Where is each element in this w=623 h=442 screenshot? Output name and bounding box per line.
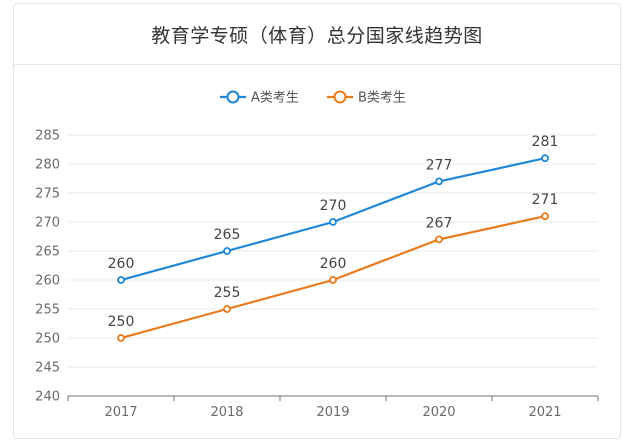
legend-label: A类考生: [251, 91, 299, 106]
axes: [67, 395, 599, 401]
data-label: 250: [108, 314, 135, 330]
data-point[interactable]: [117, 334, 125, 342]
y-tick-label: 285: [35, 129, 60, 144]
y-tick-label: 260: [35, 274, 60, 289]
x-tick-label: 2019: [316, 405, 349, 420]
data-point[interactable]: [541, 212, 549, 221]
x-axis-tick-labels: 2017 2018 2019 2020 2021: [104, 405, 561, 420]
y-tick-label: 255: [35, 303, 60, 318]
legend-item-1[interactable]: A类考生: [220, 90, 299, 106]
x-tick-label: 2020: [422, 405, 455, 420]
title-bar: 教育学专硕（体育）总分国家线趋势图: [14, 4, 620, 65]
legend-label: B类考生: [358, 91, 406, 106]
data-point[interactable]: [223, 247, 231, 255]
y-tick-label: 240: [35, 390, 60, 405]
legend[interactable]: A类考生 B类考生: [220, 90, 406, 106]
y-axis-tick-labels: 240 245 250 255 260 265 270 275 280 285: [35, 129, 60, 405]
chart-title: 教育学专硕（体育）总分国家线趋势图: [151, 24, 483, 47]
y-tick-label: 265: [35, 245, 60, 260]
y-tick-label: 280: [35, 158, 60, 173]
data-point[interactable]: [541, 154, 549, 163]
data-label: 260: [320, 256, 347, 272]
data-label: 265: [214, 227, 241, 243]
x-tick-label: 2021: [528, 405, 561, 420]
data-label: 267: [426, 215, 453, 231]
grid-lines: [68, 134, 598, 368]
y-tick-label: 245: [35, 361, 60, 376]
legend-marker-icon: [226, 90, 240, 104]
data-point[interactable]: [435, 235, 443, 244]
y-tick-label: 270: [35, 216, 60, 231]
data-point[interactable]: [329, 218, 337, 226]
y-tick-label: 275: [35, 187, 60, 202]
data-point[interactable]: [435, 177, 443, 186]
data-label: 255: [214, 285, 241, 301]
data-label: 281: [532, 134, 559, 150]
x-tick-label: 2017: [104, 405, 137, 420]
y-tick-label: 250: [35, 332, 60, 347]
x-tick-label: 2018: [210, 405, 243, 420]
legend-marker-icon: [333, 90, 347, 104]
legend-item-2[interactable]: B类考生: [327, 90, 406, 106]
data-label: 260: [108, 256, 135, 272]
data-label: 277: [426, 157, 453, 173]
data-point[interactable]: [329, 276, 337, 284]
data-label: 270: [320, 198, 347, 214]
data-label: 271: [532, 192, 559, 208]
series-lines: 260 265 270 277 281 250 255 260 267 271: [108, 134, 559, 342]
data-point[interactable]: [117, 276, 125, 284]
data-point[interactable]: [223, 305, 231, 313]
